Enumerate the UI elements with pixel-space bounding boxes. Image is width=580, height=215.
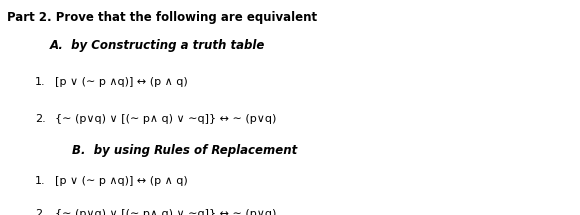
Text: [p ∨ (∼ p ∧q)] ↔ (p ∧ q): [p ∨ (∼ p ∧q)] ↔ (p ∧ q) — [55, 77, 188, 88]
Text: A.  by Constructing a truth table: A. by Constructing a truth table — [49, 39, 264, 52]
Text: 1.: 1. — [35, 77, 45, 88]
Text: Part 2. Prove that the following are equivalent: Part 2. Prove that the following are equ… — [7, 11, 317, 24]
Text: {∼ (p∨q) ∨ [(∼ p∧ q) ∨ ∼q]} ↔ ∼ (p∨q): {∼ (p∨q) ∨ [(∼ p∧ q) ∨ ∼q]} ↔ ∼ (p∨q) — [55, 209, 277, 215]
Text: B.  by using Rules of Replacement: B. by using Rules of Replacement — [72, 144, 298, 157]
Text: 1.: 1. — [35, 176, 45, 186]
Text: 2.: 2. — [35, 114, 46, 124]
Text: 2.: 2. — [35, 209, 46, 215]
Text: [p ∨ (∼ p ∧q)] ↔ (p ∧ q): [p ∨ (∼ p ∧q)] ↔ (p ∧ q) — [55, 176, 188, 186]
Text: {∼ (p∨q) ∨ [(∼ p∧ q) ∨ ∼q]} ↔ ∼ (p∨q): {∼ (p∨q) ∨ [(∼ p∧ q) ∨ ∼q]} ↔ ∼ (p∨q) — [55, 114, 277, 124]
